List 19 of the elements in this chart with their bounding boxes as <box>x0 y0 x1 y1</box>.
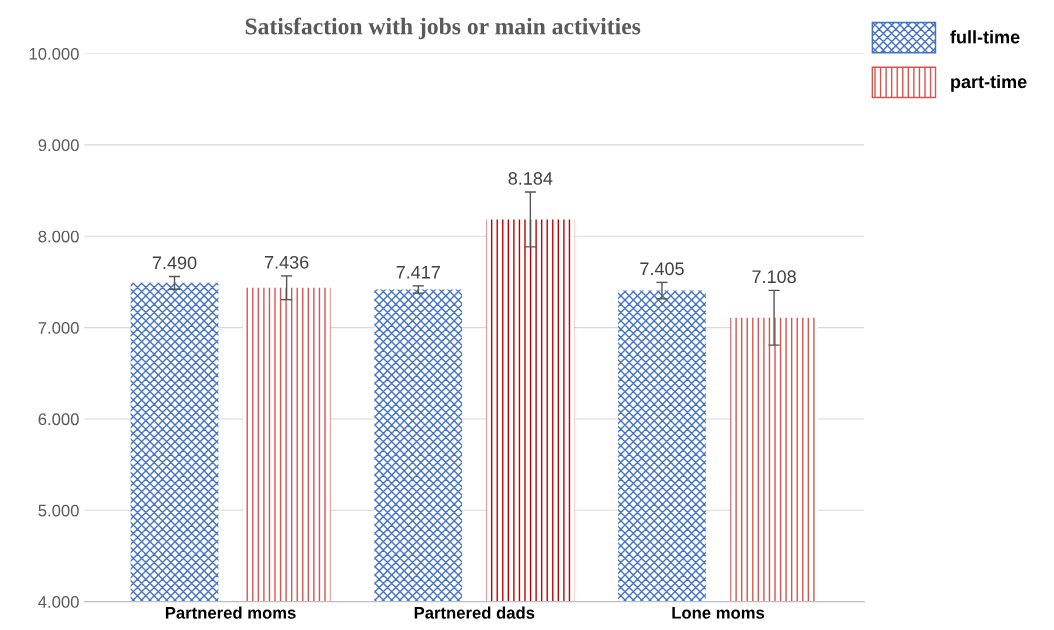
y-tick-label: 5.000 <box>38 504 79 517</box>
data-label: 7.490 <box>152 256 197 270</box>
y-tick-label: 4.000 <box>38 596 79 608</box>
y-tick-label: 6.000 <box>38 413 79 426</box>
legend-label: full-time <box>950 30 1020 44</box>
data-label: 8.184 <box>508 172 553 185</box>
data-label: 7.108 <box>752 270 796 284</box>
y-tick-label: 7.000 <box>38 322 79 334</box>
data-label: 7.417 <box>396 266 440 279</box>
x-tick-label: Lone moms <box>672 607 765 619</box>
y-tick-label: 9.000 <box>38 139 79 152</box>
data-label: 7.436 <box>264 255 309 269</box>
chart-title: Satisfaction with jobs or main activities <box>245 17 641 40</box>
y-tick-label: 10.000 <box>29 47 79 60</box>
x-tick-label: Partnered moms <box>165 606 296 619</box>
x-tick-label: Partnered dads <box>414 606 535 619</box>
legend-label: part-time <box>951 74 1027 92</box>
y-tick-label: 8.000 <box>38 230 79 243</box>
data-label: 7.405 <box>640 262 684 276</box>
